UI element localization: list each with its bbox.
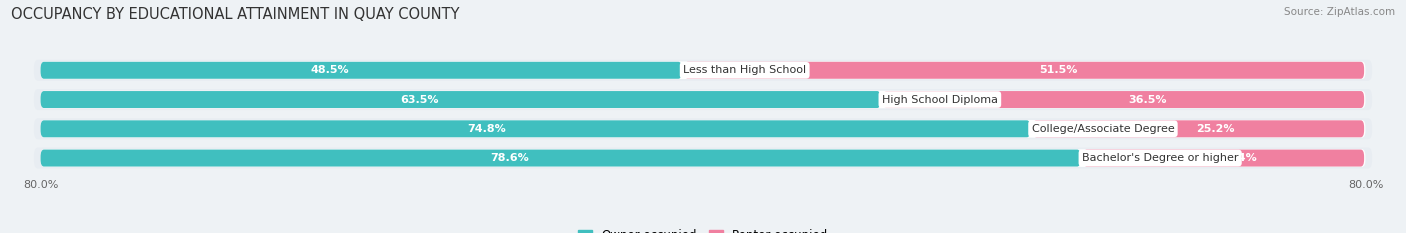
FancyBboxPatch shape bbox=[685, 62, 1364, 79]
Text: Less than High School: Less than High School bbox=[683, 65, 806, 75]
Text: 25.2%: 25.2% bbox=[1197, 124, 1234, 134]
FancyBboxPatch shape bbox=[34, 147, 1372, 169]
Text: High School Diploma: High School Diploma bbox=[882, 95, 998, 105]
FancyBboxPatch shape bbox=[41, 91, 1365, 108]
FancyBboxPatch shape bbox=[41, 62, 1365, 79]
FancyBboxPatch shape bbox=[34, 60, 1372, 81]
FancyBboxPatch shape bbox=[41, 91, 880, 108]
Text: 51.5%: 51.5% bbox=[1039, 65, 1077, 75]
FancyBboxPatch shape bbox=[1033, 120, 1364, 137]
Text: 74.8%: 74.8% bbox=[467, 124, 506, 134]
Text: 21.4%: 21.4% bbox=[1219, 153, 1257, 163]
Text: Bachelor's Degree or higher: Bachelor's Degree or higher bbox=[1083, 153, 1239, 163]
Legend: Owner-occupied, Renter-occupied: Owner-occupied, Renter-occupied bbox=[572, 224, 834, 233]
Text: 63.5%: 63.5% bbox=[399, 95, 439, 105]
Text: 48.5%: 48.5% bbox=[311, 65, 349, 75]
Text: 36.5%: 36.5% bbox=[1129, 95, 1167, 105]
FancyBboxPatch shape bbox=[1083, 150, 1364, 167]
FancyBboxPatch shape bbox=[34, 89, 1372, 110]
FancyBboxPatch shape bbox=[41, 120, 1365, 137]
Text: OCCUPANCY BY EDUCATIONAL ATTAINMENT IN QUAY COUNTY: OCCUPANCY BY EDUCATIONAL ATTAINMENT IN Q… bbox=[11, 7, 460, 22]
FancyBboxPatch shape bbox=[41, 62, 682, 79]
FancyBboxPatch shape bbox=[34, 118, 1372, 139]
FancyBboxPatch shape bbox=[41, 150, 1081, 167]
Text: 78.6%: 78.6% bbox=[489, 153, 529, 163]
FancyBboxPatch shape bbox=[883, 91, 1364, 108]
Text: Source: ZipAtlas.com: Source: ZipAtlas.com bbox=[1284, 7, 1395, 17]
FancyBboxPatch shape bbox=[41, 120, 1031, 137]
Text: College/Associate Degree: College/Associate Degree bbox=[1032, 124, 1174, 134]
FancyBboxPatch shape bbox=[41, 149, 1365, 167]
